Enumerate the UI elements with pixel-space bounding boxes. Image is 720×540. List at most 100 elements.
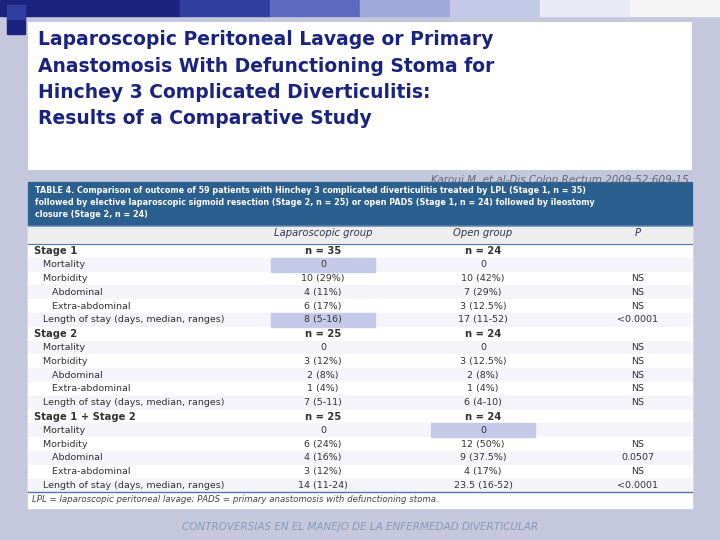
Text: 12 (50%): 12 (50%) [462, 440, 505, 449]
Bar [28, 368, 692, 382]
Bar [431, 423, 535, 437]
Text: Abdominal: Abdominal [34, 454, 103, 462]
Bar [0, 0, 90, 16]
Bar [28, 182, 692, 508]
Text: Morbidity: Morbidity [34, 274, 88, 283]
Bar [28, 272, 692, 286]
Text: Mortality: Mortality [34, 426, 85, 435]
Text: n = 25: n = 25 [305, 329, 341, 339]
Text: NS: NS [631, 302, 644, 310]
Text: 2 (8%): 2 (8%) [307, 370, 338, 380]
Text: 0.0507: 0.0507 [621, 454, 654, 462]
Bar [270, 0, 360, 16]
Text: Stage 1 + Stage 2: Stage 1 + Stage 2 [34, 411, 136, 422]
Text: NS: NS [631, 384, 644, 394]
Text: 3 (12%): 3 (12%) [304, 357, 342, 366]
Text: Abdominal: Abdominal [34, 370, 103, 380]
Text: NS: NS [631, 288, 644, 297]
Bar [28, 22, 692, 170]
Text: 2 (8%): 2 (8%) [467, 370, 499, 380]
Bar [28, 354, 692, 368]
Text: Abdominal: Abdominal [34, 288, 103, 297]
Text: 1 (4%): 1 (4%) [307, 384, 338, 394]
Text: Extra-abdominal: Extra-abdominal [34, 467, 130, 476]
Bar [450, 0, 540, 16]
Text: CONTROVERSIAS EN EL MANEJO DE LA ENFERMEDAD DIVERTICULAR: CONTROVERSIAS EN EL MANEJO DE LA ENFERME… [182, 522, 538, 532]
Bar [360, 0, 450, 16]
Text: 3 (12.5%): 3 (12.5%) [459, 357, 506, 366]
Bar [28, 437, 692, 451]
Text: 0: 0 [320, 260, 326, 269]
Text: <0.0001: <0.0001 [618, 481, 659, 490]
Text: NS: NS [631, 343, 644, 352]
Text: 0: 0 [320, 426, 326, 435]
Text: NS: NS [631, 274, 644, 283]
Text: 3 (12.5%): 3 (12.5%) [459, 302, 506, 310]
Text: 4 (11%): 4 (11%) [305, 288, 342, 297]
Bar [28, 313, 692, 327]
Text: n = 35: n = 35 [305, 246, 341, 256]
Text: Mortality: Mortality [34, 260, 85, 269]
Bar [630, 0, 720, 16]
Text: 7 (5-11): 7 (5-11) [304, 398, 342, 407]
Text: Laparoscopic Peritoneal Lavage or Primary
Anastomosis With Defunctioning Stoma f: Laparoscopic Peritoneal Lavage or Primar… [38, 30, 495, 129]
Bar [28, 182, 692, 226]
Text: Morbidity: Morbidity [34, 357, 88, 366]
Text: NS: NS [631, 357, 644, 366]
Text: 17 (11-52): 17 (11-52) [458, 315, 508, 325]
Text: Length of stay (days, median, ranges): Length of stay (days, median, ranges) [34, 315, 225, 325]
Text: Laparoscopic group: Laparoscopic group [274, 228, 372, 238]
Text: LPL = laparoscopic peritoneal lavage; PADS = primary anastomosis with defunction: LPL = laparoscopic peritoneal lavage; PA… [32, 495, 438, 504]
Text: 10 (42%): 10 (42%) [462, 274, 505, 283]
Text: 3 (12%): 3 (12%) [304, 467, 342, 476]
Text: 9 (37.5%): 9 (37.5%) [459, 454, 506, 462]
Bar [7, 5, 25, 19]
Text: NS: NS [631, 440, 644, 449]
Bar [28, 226, 692, 244]
Bar [28, 327, 692, 341]
Text: 0: 0 [480, 426, 486, 435]
Text: 14 (11-24): 14 (11-24) [298, 481, 348, 490]
Bar [28, 299, 692, 313]
Text: 7 (29%): 7 (29%) [464, 288, 502, 297]
Bar [271, 313, 375, 327]
Text: Open group: Open group [454, 228, 513, 238]
Text: 6 (4-10): 6 (4-10) [464, 398, 502, 407]
Bar [28, 423, 692, 437]
Text: 6 (17%): 6 (17%) [305, 302, 342, 310]
Text: n = 25: n = 25 [305, 411, 341, 422]
Text: 1 (4%): 1 (4%) [467, 384, 499, 394]
Text: Stage 2: Stage 2 [34, 329, 77, 339]
Bar [28, 244, 692, 258]
Text: 4 (17%): 4 (17%) [464, 467, 502, 476]
Text: n = 24: n = 24 [465, 246, 501, 256]
Text: 0: 0 [480, 260, 486, 269]
Text: Karoui M, et al-Dis Colon Rectum 2009;52:609-15.: Karoui M, et al-Dis Colon Rectum 2009;52… [431, 175, 692, 185]
Bar [271, 258, 375, 272]
Text: 4 (16%): 4 (16%) [305, 454, 342, 462]
Text: NS: NS [631, 398, 644, 407]
Text: Stage 1: Stage 1 [34, 246, 77, 256]
Bar [28, 465, 692, 478]
Text: P: P [635, 228, 641, 238]
Text: Extra-abdominal: Extra-abdominal [34, 302, 130, 310]
Text: 0: 0 [320, 343, 326, 352]
Bar [28, 258, 692, 272]
Text: 23.5 (16-52): 23.5 (16-52) [454, 481, 513, 490]
Bar [28, 478, 692, 492]
Text: Extra-abdominal: Extra-abdominal [34, 384, 130, 394]
Text: NS: NS [631, 370, 644, 380]
Bar [28, 396, 692, 410]
Bar [90, 0, 180, 16]
Text: 10 (29%): 10 (29%) [301, 274, 345, 283]
Bar [28, 382, 692, 396]
Text: NS: NS [631, 467, 644, 476]
Bar [28, 410, 692, 423]
Bar [540, 0, 630, 16]
Text: 6 (24%): 6 (24%) [305, 440, 342, 449]
Text: Length of stay (days, median, ranges): Length of stay (days, median, ranges) [34, 398, 225, 407]
Text: 8 (5-16): 8 (5-16) [304, 315, 342, 325]
Bar [7, 16, 25, 34]
Text: <0.0001: <0.0001 [618, 315, 659, 325]
Bar [28, 451, 692, 465]
